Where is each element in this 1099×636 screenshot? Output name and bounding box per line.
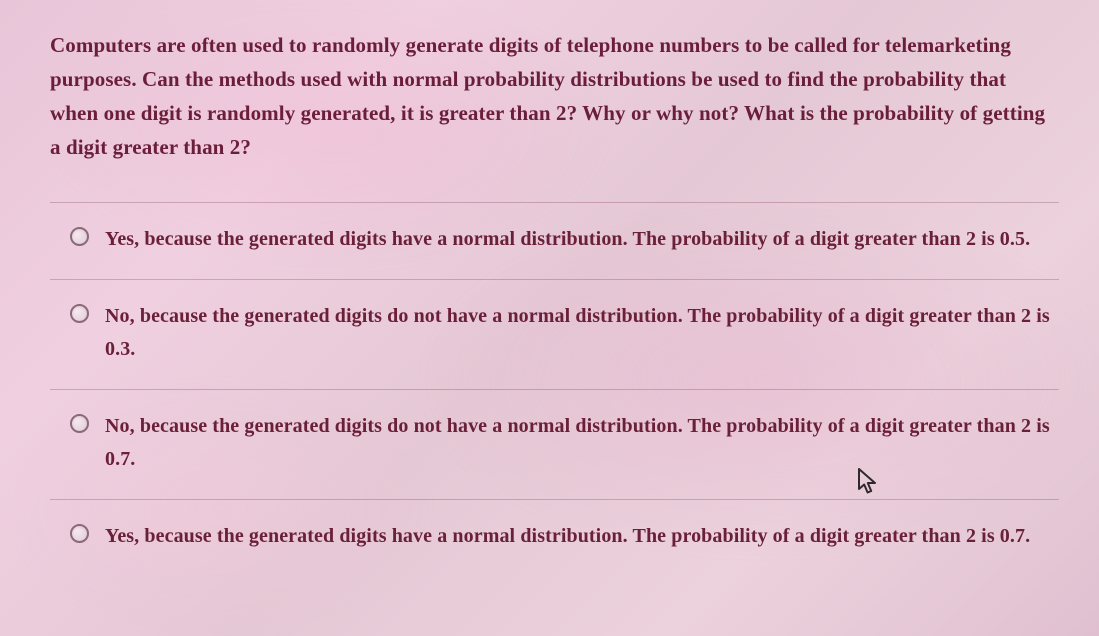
option-label: No, because the generated digits do not … bbox=[105, 410, 1053, 475]
radio-icon[interactable] bbox=[70, 227, 89, 246]
radio-icon[interactable] bbox=[70, 414, 89, 433]
option-label: Yes, because the generated digits have a… bbox=[105, 223, 1030, 255]
option-row[interactable]: Yes, because the generated digits have a… bbox=[50, 203, 1059, 280]
question-text: Computers are often used to randomly gen… bbox=[50, 28, 1059, 164]
option-label: No, because the generated digits do not … bbox=[105, 300, 1053, 365]
option-row[interactable]: No, because the generated digits do not … bbox=[50, 390, 1059, 500]
radio-icon[interactable] bbox=[70, 304, 89, 323]
option-row[interactable]: No, because the generated digits do not … bbox=[50, 280, 1059, 390]
option-row[interactable]: Yes, because the generated digits have a… bbox=[50, 500, 1059, 560]
options-list: Yes, because the generated digits have a… bbox=[50, 202, 1059, 560]
radio-icon[interactable] bbox=[70, 524, 89, 543]
option-label: Yes, because the generated digits have a… bbox=[105, 520, 1030, 552]
